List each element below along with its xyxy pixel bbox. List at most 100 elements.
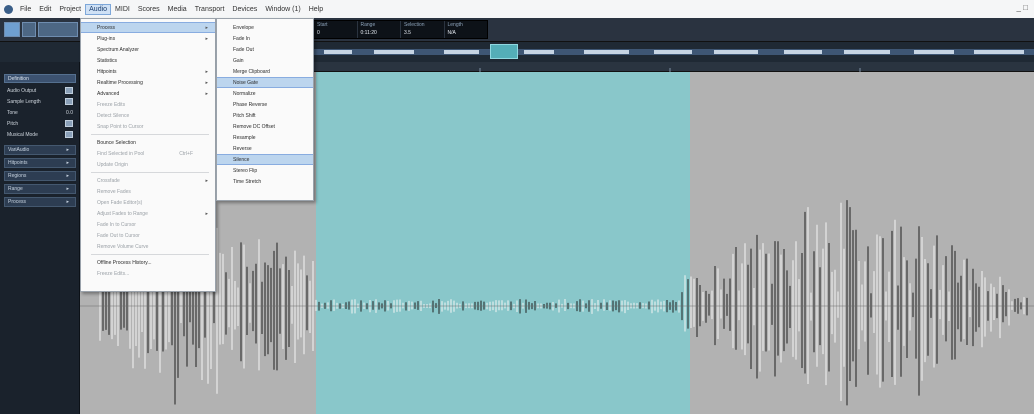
menu-item-label: Merge Clipboard <box>233 68 270 75</box>
toolbar-tools-group[interactable] <box>38 22 78 37</box>
menu-item-envelope[interactable]: Envelope <box>217 22 313 33</box>
menu-item-label: Noise Gate <box>233 79 259 86</box>
inspector-folder-hitpoints[interactable]: Hitpoints <box>4 158 76 168</box>
definition-section-header[interactable]: Definition <box>4 74 76 83</box>
menu-item-fade-in-to-cursor[interactable]: Fade In to Cursor <box>81 219 215 230</box>
app-logo-icon <box>4 4 13 14</box>
menu-devices[interactable]: Devices <box>232 5 258 13</box>
inspector-row-pitch[interactable]: Pitch <box>4 119 76 128</box>
menu-item-label: Statistics <box>97 57 118 64</box>
menu-item-process[interactable]: Process ▸ <box>81 22 215 33</box>
transport-field-start[interactable]: Start 0 <box>314 21 358 38</box>
inspector-row-label: Sample Length <box>7 98 41 105</box>
menu-items: File Edit Project Audio MIDI Scores Media Trans… <box>16 3 327 15</box>
arrow-icon: ▸ <box>205 24 208 31</box>
menu-item-open-fade-editor-s[interactable]: Open Fade Editor(s) <box>81 197 215 208</box>
menu-edit[interactable]: Edit <box>39 5 52 13</box>
menu-item-phase-reverse[interactable]: Phase Reverse <box>217 99 313 110</box>
menu-item-label: Realtime Processing <box>97 79 143 86</box>
inspector-row-tone[interactable]: Tone 0.0 <box>4 108 76 117</box>
selection-range[interactable] <box>316 72 690 414</box>
menu-item-crossfade[interactable]: Crossfade ▸ <box>81 175 215 186</box>
menu-item-freeze-edits[interactable]: Freeze Edits <box>81 99 215 110</box>
inspector-folder-variaudio[interactable]: VariAudio <box>4 145 76 155</box>
activate-project-button[interactable] <box>4 22 20 37</box>
menu-window-1[interactable]: Window (1) <box>265 5 301 13</box>
menu-item-reverse[interactable]: Reverse <box>217 143 313 154</box>
menu-item-label: Remove DC Offset <box>233 123 275 130</box>
arrow-icon: ▸ <box>205 35 208 42</box>
menu-item-silence[interactable]: Silence <box>217 154 313 165</box>
menu-media[interactable]: Media <box>167 5 187 13</box>
menu-item-time-stretch[interactable]: Time Stretch <box>217 176 313 187</box>
menu-item-bounce-selection[interactable]: Bounce Selection <box>81 137 215 148</box>
menu-item-pitch-shift[interactable]: Pitch Shift <box>217 110 313 121</box>
menu-item-statistics[interactable]: Statistics <box>81 55 215 66</box>
menu-item-remove-dc-offset[interactable]: Remove DC Offset <box>217 121 313 132</box>
inspector-row-label: Musical Mode <box>7 131 38 138</box>
arrow-icon: ▸ <box>205 177 208 184</box>
inspector-row-toggle[interactable] <box>65 120 73 127</box>
menu-item-merge-clipboard[interactable]: Merge Clipboard <box>217 66 313 77</box>
arrow-icon: ▸ <box>205 90 208 97</box>
menu-file[interactable]: File <box>20 5 32 13</box>
inspector-folder-process[interactable]: Process <box>4 197 76 207</box>
inspector-row-toggle[interactable] <box>65 87 73 94</box>
transport-field-label: Selection <box>404 22 425 28</box>
inspector-row-sample-length[interactable]: Sample Length <box>4 97 76 106</box>
menu-item-freeze-edits[interactable]: Freeze Edits... <box>81 268 215 279</box>
inspector-row-toggle[interactable] <box>65 131 73 138</box>
transport-field-range[interactable]: Range 0:11:20 <box>358 21 401 38</box>
menu-item-label: Spectrum Analyzer <box>97 46 139 53</box>
transport-field-label: Start <box>317 22 328 28</box>
menu-item-label: Pitch Shift <box>233 112 256 119</box>
menu-help[interactable]: Help <box>308 5 324 13</box>
menu-item-noise-gate[interactable]: Noise Gate <box>217 77 313 88</box>
menu-item-advanced[interactable]: Advanced ▸ <box>81 88 215 99</box>
menu-separator <box>91 134 209 135</box>
transport-field-length[interactable]: Length N/A <box>445 21 488 38</box>
menu-item-adjust-fades-to-range[interactable]: Adjust Fades to Range ▸ <box>81 208 215 219</box>
inspector-row-musical-mode[interactable]: Musical Mode <box>4 130 76 139</box>
menu-item-resample[interactable]: Resample <box>217 132 313 143</box>
menu-item-label: Gain <box>233 57 244 64</box>
inspector-row-toggle[interactable] <box>65 98 73 105</box>
menu-item-snap-point-to-cursor[interactable]: Snap Point to Cursor <box>81 121 215 132</box>
show-info-button[interactable] <box>22 22 36 37</box>
menu-scores[interactable]: Scores <box>137 5 160 13</box>
menu-item-fade-out-to-cursor[interactable]: Fade Out to Cursor <box>81 230 215 241</box>
menu-item-remove-fades[interactable]: Remove Fades <box>81 186 215 197</box>
menu-item-fade-in[interactable]: Fade In <box>217 33 313 44</box>
window-controls[interactable]: _ □ <box>1016 3 1028 12</box>
transport-field-selection[interactable]: Selection 3.5 <box>401 21 445 38</box>
menu-item-offline-process-history[interactable]: Offline Process History... <box>81 257 215 268</box>
menu-project[interactable]: Project <box>59 5 82 13</box>
menu-item-update-origin[interactable]: Update Origin <box>81 159 215 170</box>
menu-item-hitpoints[interactable]: Hitpoints ▸ <box>81 66 215 77</box>
menu-item-find-selected-in-pool[interactable]: Find Selected in Pool Ctrl+F <box>81 148 215 159</box>
menu-item-fade-out[interactable]: Fade Out <box>217 44 313 55</box>
audio-menu-dropdown: Process ▸ Plug-ins ▸ Spectrum Analyzer Statis… <box>80 18 216 292</box>
menu-item-stereo-flip[interactable]: Stereo Flip <box>217 165 313 176</box>
transport-field-value: 3.5 <box>404 30 411 36</box>
menu-audio[interactable]: Audio <box>85 3 112 15</box>
menu-item-spectrum-analyzer[interactable]: Spectrum Analyzer <box>81 44 215 55</box>
overview-range-handle[interactable] <box>490 44 518 59</box>
menu-midi[interactable]: MIDI <box>115 5 130 13</box>
menu-item-detect-silence[interactable]: Detect Silence <box>81 110 215 121</box>
menu-item-label: Fade In to Cursor <box>97 221 136 228</box>
menu-item-gain[interactable]: Gain <box>217 55 313 66</box>
inspector-folder-regions[interactable]: Regions <box>4 171 76 181</box>
overview-waveform <box>314 49 1034 55</box>
inspector-folder-range[interactable]: Range <box>4 184 76 194</box>
inspector-row-audio-output[interactable]: Audio Output <box>4 86 76 95</box>
menu-item-realtime-processing[interactable]: Realtime Processing ▸ <box>81 77 215 88</box>
menu-item-shortcut: Ctrl+F <box>179 150 193 157</box>
menu-item-label: Fade Out to Cursor <box>97 232 140 239</box>
menu-item-normalize[interactable]: Normalize <box>217 88 313 99</box>
menu-item-label: Fade Out <box>233 46 254 53</box>
menu-item-plug-ins[interactable]: Plug-ins ▸ <box>81 33 215 44</box>
menu-transport[interactable]: Transport <box>194 5 225 13</box>
menu-item-remove-volume-curve[interactable]: Remove Volume Curve <box>81 241 215 252</box>
menu-item-label: Freeze Edits... <box>97 270 130 277</box>
